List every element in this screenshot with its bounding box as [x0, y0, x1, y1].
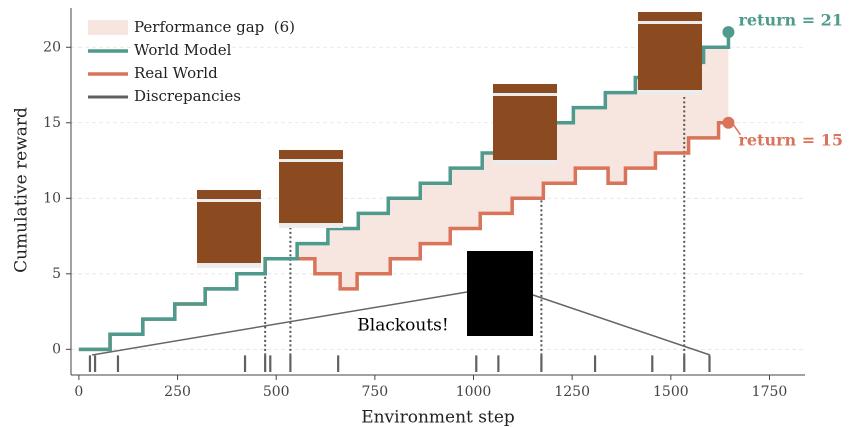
y-tick-label: 15 [43, 115, 61, 131]
x-tick-label: 0 [74, 384, 83, 400]
frame-top [638, 12, 702, 21]
x-tick-label: 250 [164, 384, 191, 400]
frame-body [197, 202, 261, 263]
frame-top [493, 84, 557, 93]
x-tick-label: 1500 [653, 384, 689, 400]
y-tick-label: 20 [43, 39, 61, 55]
callout-line [532, 294, 711, 356]
blackout-frame [467, 251, 533, 336]
frame-top [279, 150, 343, 159]
x-axis-label: Environment step [361, 408, 515, 427]
end-marker [722, 26, 735, 39]
frame-body [493, 96, 557, 160]
x-tick-label: 1750 [752, 384, 788, 400]
blackout-label: Blackouts! [357, 316, 448, 336]
callout-line [91, 291, 468, 356]
frame-body [279, 162, 343, 223]
x-tick-label: 1250 [554, 384, 590, 400]
return-annotation: return = 21 [738, 11, 843, 30]
end-marker [722, 116, 735, 129]
y-tick-label: 5 [52, 266, 61, 282]
game-frames [197, 12, 702, 268]
legend-swatch [88, 20, 128, 35]
legend-label: Performance gap (6) [134, 18, 295, 36]
y-tick-label: 0 [52, 341, 61, 357]
x-tick-label: 1000 [456, 384, 492, 400]
legend-label: Real World [134, 64, 218, 82]
step-line [78, 32, 731, 352]
legend-label: World Model [134, 41, 232, 59]
frame-body [638, 24, 702, 90]
x-tick-label: 500 [263, 384, 290, 400]
frame-top [197, 190, 261, 199]
return-annotation: return = 15 [738, 130, 843, 149]
legend-label: Discrepancies [134, 87, 241, 105]
y-tick-label: 10 [43, 190, 61, 206]
y-axis-label: Cumulative reward [12, 107, 32, 273]
x-tick-label: 750 [361, 384, 388, 400]
annotation-line [732, 124, 742, 136]
